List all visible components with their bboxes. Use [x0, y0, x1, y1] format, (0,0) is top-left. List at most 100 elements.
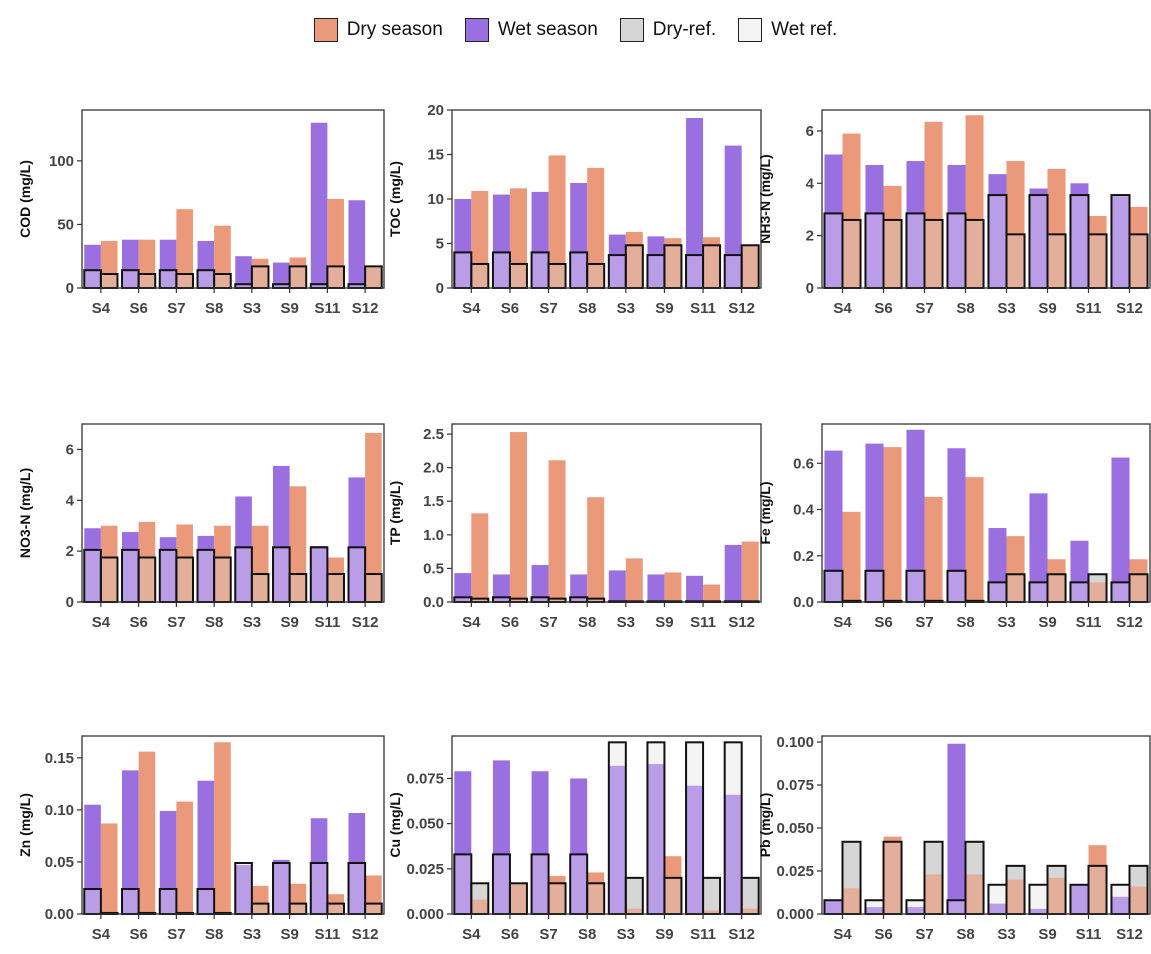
legend: Dry season Wet season Dry-ref. Wet ref. [0, 12, 1151, 48]
chart-cod-frame [81, 109, 385, 289]
chart-zn-wet-ref-outline-s8 [196, 888, 216, 915]
chart-nh3-n-dry-season-bar-s7 [924, 121, 943, 288]
chart-nh3-n-wet-ref-outline-s8 [946, 212, 967, 290]
chart-pb: S4 S6 S7 S8 S3 S9 S11 S12 0.000 0.025 0.050 0.075 0.… [757, 734, 1151, 943]
chart-fe-dry-ref-outline-s9 [1046, 573, 1067, 604]
chart-nh3-n-wet-ref-outline-s9 [1028, 194, 1049, 289]
chart-nh3-n-dry-season-bar-s4 [842, 133, 861, 288]
chart-cu-wet-season-bar-s6 [492, 760, 510, 914]
chart-no3-n-x-tick-label-s4: S4 [92, 614, 111, 631]
chart-pb-dry-ref-outline-s12 [1128, 864, 1149, 915]
chart-zn-x-tick-label-s9: S9 [280, 926, 298, 943]
chart-no3-n-y-axis-label: NO3-N (mg/L) [17, 468, 33, 558]
chart-fe-x-tick-label-s8: S8 [956, 614, 974, 631]
chart-toc-dry-ref-outline-s12 [740, 244, 760, 289]
chart-cod-dry-ref-outline-s9 [288, 265, 308, 289]
chart-pb-x-tick-label-s8: S8 [956, 926, 974, 943]
chart-pb-x-tick-label-s12: S12 [1116, 926, 1143, 943]
chart-nh3-n-dry-season-bar-s9 [1047, 168, 1066, 288]
chart-zn: S4 S6 S7 S8 S3 S9 S11 S12 0.00 0.05 0.10 0.15 Zn (mg… [17, 735, 385, 943]
chart-pb-dry-ref-outline-s3 [1005, 864, 1026, 915]
chart-tp-frame [451, 423, 762, 603]
chart-pb-wet-season-bar-s4 [824, 900, 843, 914]
chart-toc-x-tick-label-s9: S9 [655, 300, 673, 317]
chart-tp-x-tick-label-s11: S11 [690, 614, 716, 631]
chart-toc-x-tick-label-s8: S8 [578, 300, 596, 317]
chart-fe: S4 S6 S7 S8 S3 S9 S11 S12 0.0 0.2 0.4 0.6 Fe (mg/L) [757, 423, 1151, 631]
chart-cu-wet-ref-outline-s4 [453, 853, 473, 915]
chart-pb-wet-ref-outline-s4 [823, 899, 844, 915]
chart-fe-x-tick-label-s3: S3 [997, 614, 1015, 631]
chart-zn-x-tick-label-s8: S8 [205, 926, 223, 943]
chart-toc-wet-ref-outline-s7 [530, 251, 550, 289]
chart-tp-wet-ref-outline-s7 [530, 596, 550, 603]
chart-toc-y-tick-label-2: 10 [427, 191, 444, 208]
chart-fe-wet-season-bar-s4 [824, 450, 843, 602]
chart-no3-n-dry-season-bar-s4 [100, 525, 118, 602]
chart-tp-y-tick-label-1: 0.5 [423, 560, 444, 577]
chart-nh3-n-dry-season-bar-s6 [883, 185, 902, 288]
chart-cod-x-tick-label-s7: S7 [167, 300, 185, 317]
chart-toc-dry-ref-outline-s4 [470, 262, 490, 290]
chart-tp-x-tick-label-s12: S12 [728, 614, 755, 631]
chart-nh3-n-dry-ref-outline-s8 [964, 218, 985, 289]
chart-tp-dry-season-bar-s8 [587, 497, 605, 602]
chart-tp-wet-ref-outline-s8 [569, 596, 589, 603]
chart-no3-n-dry-ref-outline-s7 [175, 556, 194, 603]
chart-fe-wet-ref-outline-s11 [1069, 581, 1090, 603]
chart-nh3-n-y-tick-label-3: 6 [806, 123, 814, 140]
chart-toc-wet-season-bar-s3 [608, 234, 626, 288]
chart-cu-dry-season-bar-s4 [471, 899, 489, 914]
chart-fe-wet-ref-outline-s4 [823, 569, 844, 604]
chart-no3-n-dry-ref-outline-s8 [213, 556, 232, 603]
chart-cu: S4 S6 S7 S8 S3 S9 S11 S12 0.000 0.025 0.050 0.075Cu… [387, 735, 762, 943]
chart-cod-x-tick-label-s6: S6 [129, 300, 147, 317]
chart-cu-wet-season-bar-s4 [454, 771, 472, 914]
chart-cod-dry-ref-outline-s11 [326, 265, 345, 289]
chart-pb-dry-ref-outline-s4 [841, 840, 862, 916]
chart-pb-frame [821, 735, 1151, 915]
chart-toc-y-tick-label-1: 5 [436, 236, 444, 253]
chart-nh3-n-wet-season-bar-s4 [824, 154, 843, 288]
chart-zn-wet-ref-outline-s12 [347, 861, 367, 915]
chart-tp-wet-season-bar-s9 [647, 574, 665, 602]
chart-cod-dry-season-bar-s4 [100, 240, 118, 288]
chart-pb-y-tick-label-3: 0.075 [776, 777, 814, 794]
chart-tp-y-tick-label-5: 2.5 [423, 426, 444, 443]
chart-no3-n-x-tick-label-s12: S12 [352, 614, 379, 631]
chart-toc-wet-season-bar-s12 [724, 145, 742, 288]
chart-cod-wet-season-bar-s7 [159, 239, 177, 288]
chart-no3-n-y-tick-label-3: 6 [66, 441, 74, 458]
chart-no3-n-dry-ref-outline-s9 [288, 573, 308, 603]
chart-pb-x-tick-label-s6: S6 [874, 926, 892, 943]
chart-fe-wet-season-bar-s6 [865, 443, 884, 602]
chart-cu-dry-season-bar-s7 [548, 876, 566, 914]
chart-zn-wet-season-bar-s6 [122, 770, 139, 914]
chart-cod-x-tick-label-s12: S12 [352, 300, 379, 317]
chart-nh3-n-wet-ref-outline-s3 [987, 194, 1008, 289]
legend-label-wet-season: Wet season [497, 19, 598, 40]
chart-cod-dry-season-bar-s9 [289, 257, 307, 288]
chart-pb-y-tick-label-2: 0.050 [776, 820, 814, 837]
chart-tp: S4 S6 S7 S8 S3 S9 S11 S12 0.0 0.5 1.0 1.5 2.0 2.5 TP (… [387, 423, 762, 631]
chart-zn-x-tick-label-s11: S11 [314, 926, 340, 943]
chart-zn-dry-season-bar-s3 [251, 885, 269, 914]
chart-zn-y-tick-label-2: 0.10 [45, 802, 74, 819]
chart-fe-wet-season-bar-s7 [906, 429, 925, 602]
chart-toc-dry-ref-outline-s6 [508, 262, 528, 290]
chart-fe-wet-ref-outline-s9 [1028, 581, 1049, 603]
chart-no3-n-wet-season-bar-s12 [348, 477, 366, 602]
chart-no3-n-frame [81, 423, 385, 603]
chart-fe-wet-season-bar-s11 [1070, 540, 1089, 602]
chart-fe-dry-season-bar-s8 [965, 477, 984, 602]
chart-tp-wet-season-bar-s11 [686, 575, 704, 602]
chart-nh3-n-wet-season-bar-s8 [947, 164, 966, 288]
legend-item-dry-season: Dry season [313, 18, 443, 42]
chart-toc-x-tick-label-s11: S11 [690, 300, 716, 317]
chart-nh3-n-wet-season-bar-s9 [1029, 188, 1048, 288]
chart-cu-dry-ref-outline-s7 [547, 882, 567, 915]
chart-nh3-n-wet-ref-outline-s11 [1069, 194, 1090, 289]
chart-cod-x-tick-label-s8: S8 [205, 300, 223, 317]
chart-no3-n-wet-ref-outline-s6 [121, 548, 140, 603]
